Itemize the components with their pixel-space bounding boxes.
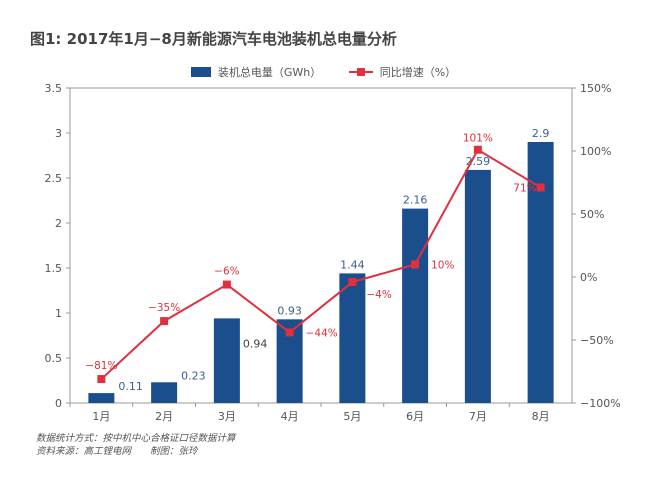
x-tick-label: 3月 [218,410,236,423]
bar-label: 2.16 [403,194,428,207]
growth-line [100,148,542,380]
left-tick-label: 3 [55,127,62,140]
left-tick-label: 2 [55,217,62,230]
left-tick-label: 0.5 [45,352,63,365]
line-point [222,280,231,289]
line-label: −4% [366,289,391,301]
line-point [536,183,545,192]
bar-label: 1.44 [340,258,365,271]
x-tick-label: 2月 [155,410,173,423]
right-tick-label: 50% [580,208,604,221]
line-label: 10% [431,259,454,271]
left-tick-label: 3.5 [45,82,63,95]
right-tick-label: −100% [580,397,621,410]
bar-label: 0.94 [243,337,268,350]
line-point [160,317,169,326]
footnotes: 数据统计方式：按中机中心合格证口径数据计算 资料来源：高工锂电网 制图：张玲 [36,432,236,458]
bar-label: 2.59 [466,155,491,168]
legend-swatch-bar [190,67,211,77]
left-tick-label: 0 [55,397,62,410]
right-tick-label: 100% [580,145,611,158]
line-point [97,375,106,384]
right-tick-label: 0% [580,271,597,284]
bar-label: 0.93 [277,304,302,317]
x-tick-label: 6月 [406,410,424,423]
right-tick-label: 150% [580,82,611,95]
left-tick-label: 1 [55,307,62,320]
bar-label: 0.23 [181,369,206,382]
line-point [411,260,420,269]
legend-item-bar: 装机总电量（GWh） [190,64,322,80]
chart-title: 图1: 2017年1月−8月新能源汽车电池装机总电量分析 [30,30,397,48]
bar-label: 2.9 [532,127,550,140]
bar [402,208,429,403]
x-tick-label: 4月 [281,410,299,423]
left-tick-label: 1.5 [45,262,63,275]
line-label: −44% [306,327,338,339]
line-label: 101% [463,133,493,145]
x-tick-label: 1月 [92,410,110,423]
bar [464,169,491,403]
bar-label: 0.11 [118,380,143,393]
line-point [285,328,294,337]
right-tick-label: −50% [580,334,614,347]
line-label: 71% [513,183,536,195]
legend-swatch-line [348,67,373,77]
bar [213,318,240,403]
line-point [348,278,357,287]
bar [151,382,178,403]
bar [88,393,115,403]
line-label: −81% [85,360,117,372]
line-label: −35% [148,302,180,314]
x-tick-label: 8月 [532,410,550,423]
bar [339,273,366,403]
legend-label-line: 同比增速（%） [379,66,457,79]
line-label: −6% [214,266,239,278]
x-tick-label: 7月 [469,410,487,423]
legend: 装机总电量（GWh） 同比增速（%） [0,64,647,80]
left-tick-label: 2.5 [45,172,63,185]
x-tick-label: 5月 [343,410,361,423]
footnote-source: 资料来源：高工锂电网 制图：张玲 [36,446,198,457]
line-point [473,145,482,154]
legend-item-line: 同比增速（%） [348,64,457,80]
legend-label-bar: 装机总电量（GWh） [217,66,322,79]
footnote-method: 数据统计方式：按中机中心合格证口径数据计算 [36,433,236,444]
